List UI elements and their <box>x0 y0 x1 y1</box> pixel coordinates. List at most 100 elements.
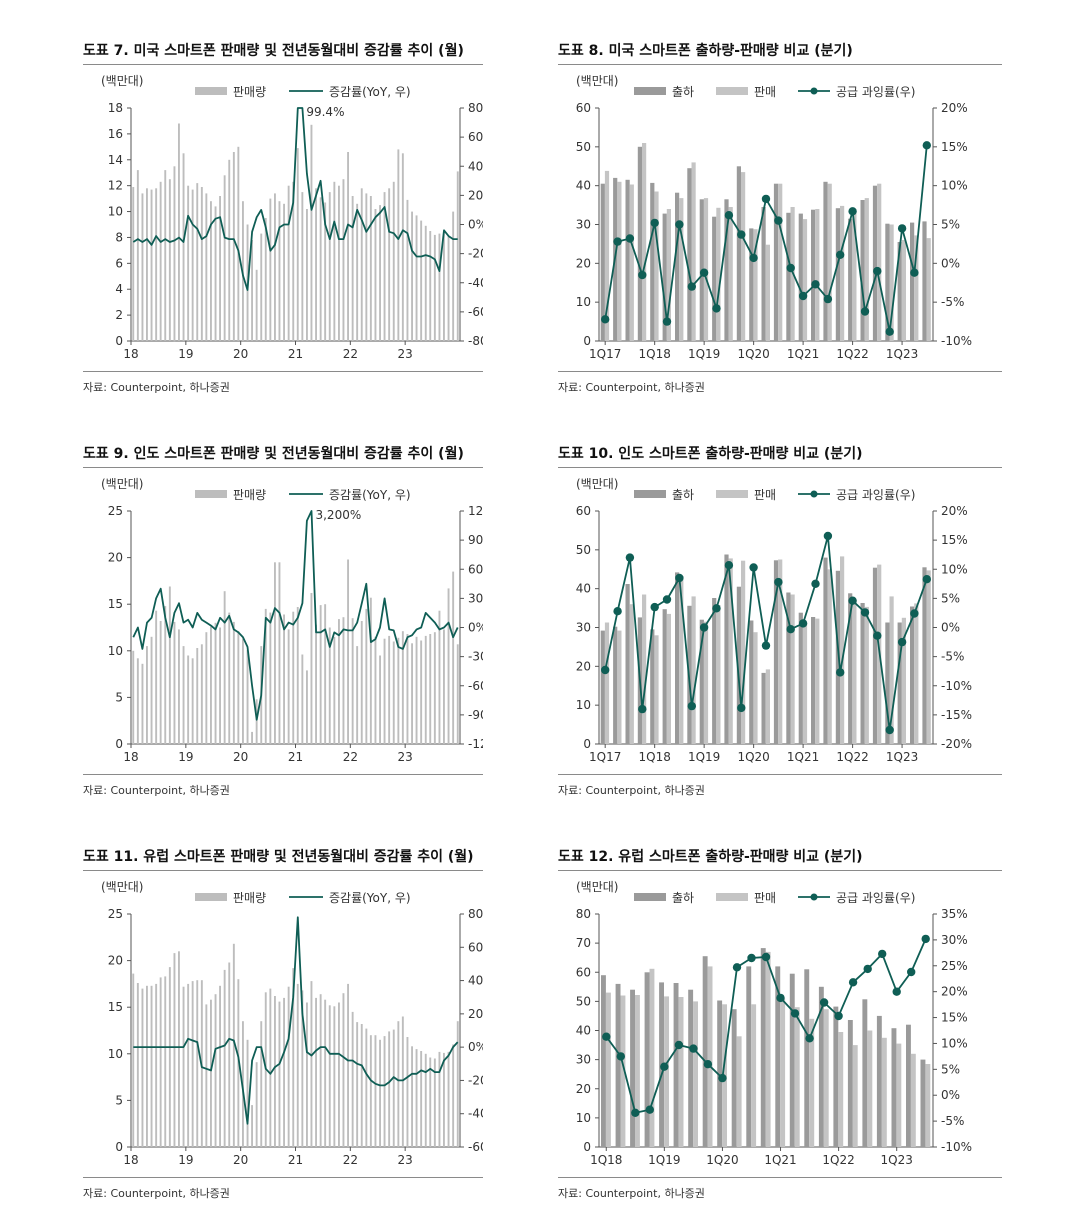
bar <box>811 617 816 744</box>
source-note: 자료: Counterpoint, 하나증권 <box>83 784 230 797</box>
bar <box>678 997 684 1147</box>
bar <box>773 560 779 744</box>
x-tick-label: 1Q23 <box>886 750 918 764</box>
bar <box>205 193 208 341</box>
legend-label-sales: 판매량 <box>233 85 266 99</box>
bar <box>159 181 162 341</box>
bar <box>827 569 832 745</box>
bar <box>794 1007 800 1147</box>
bar <box>379 1039 381 1147</box>
bar <box>753 229 758 341</box>
y-tick-label: 25 <box>108 504 123 518</box>
y2-tick-label: 0% <box>468 621 483 635</box>
line-point <box>836 250 845 259</box>
y2-tick-label: 40% <box>468 159 483 173</box>
y-tick-label: 18 <box>108 101 123 115</box>
bar <box>251 731 253 744</box>
bar <box>778 183 783 341</box>
bar <box>223 969 226 1147</box>
line-point <box>724 561 734 570</box>
bar <box>374 1035 377 1147</box>
line-point <box>703 1060 713 1069</box>
bar <box>191 658 194 744</box>
y2-tick-label: -60% <box>468 1140 483 1154</box>
bar <box>613 626 618 744</box>
legend-swatch-ship <box>634 893 666 901</box>
line-point <box>699 623 709 632</box>
line-point <box>907 967 916 977</box>
bar <box>662 609 667 744</box>
bar <box>815 209 820 341</box>
bar <box>456 644 459 744</box>
line-point <box>897 224 907 233</box>
line-point <box>674 1040 684 1050</box>
bar <box>292 181 295 341</box>
bar <box>823 557 828 744</box>
bar <box>860 200 865 341</box>
bar <box>388 188 391 341</box>
bar <box>324 999 327 1147</box>
line-point <box>675 220 684 229</box>
bar <box>392 1029 395 1147</box>
bar <box>688 989 694 1147</box>
line-point <box>687 282 696 291</box>
bar <box>617 630 622 744</box>
bar <box>319 994 322 1147</box>
bar <box>274 562 276 744</box>
legend-label-overship: 공급 과잉률(우) <box>836 85 915 99</box>
bar <box>301 192 304 341</box>
bar <box>833 1006 839 1147</box>
line-point <box>860 608 870 617</box>
y-tick-label: 50 <box>576 994 591 1008</box>
chart-title: 도표 8. 미국 스마트폰 출하량-판매량 비교 (분기) <box>558 43 853 59</box>
bar <box>629 184 634 341</box>
bar <box>319 605 322 744</box>
bar <box>301 990 304 1147</box>
bar <box>775 966 781 1147</box>
bar <box>443 1052 445 1147</box>
line-point <box>613 607 622 616</box>
y2-tick-label: -10% <box>941 334 972 348</box>
line-point <box>910 268 919 277</box>
bar <box>818 986 824 1147</box>
bar <box>347 983 349 1147</box>
x-tick-label: 1Q20 <box>737 750 769 764</box>
x-tick-label: 1Q22 <box>836 750 868 764</box>
bar <box>360 1024 363 1147</box>
y-tick-label: 10 <box>576 295 591 309</box>
y2-tick-label: -20% <box>941 737 972 751</box>
line-point <box>805 1034 814 1043</box>
bar <box>191 189 194 341</box>
bar <box>920 1059 926 1147</box>
bar <box>765 244 770 341</box>
y-tick-label: 10 <box>108 205 123 219</box>
x-tick-label: 1Q18 <box>638 347 670 361</box>
line-point <box>761 952 771 962</box>
bar <box>429 1057 432 1147</box>
y2-tick-label: 60% <box>468 562 483 576</box>
y-tick-label: 4 <box>115 282 123 296</box>
bar <box>274 996 276 1147</box>
legend-label-ship: 출하 <box>672 488 694 502</box>
bar <box>411 643 413 744</box>
y-tick-label: 20 <box>108 551 123 565</box>
bar <box>625 179 630 341</box>
bar <box>187 983 190 1147</box>
y2-tick-label: -60% <box>468 305 483 319</box>
bar <box>333 1006 336 1147</box>
legend-label-yoy: 증감률(YoY, 우) <box>329 891 411 905</box>
x-tick-label: 22 <box>343 1153 358 1167</box>
bar <box>746 966 752 1147</box>
bar <box>397 637 400 744</box>
bar <box>406 1037 409 1147</box>
bar <box>246 1039 249 1147</box>
bar <box>852 209 857 341</box>
bar <box>852 601 857 744</box>
bar <box>926 570 931 744</box>
bar <box>292 611 295 744</box>
peak-annotation: 3,200% <box>315 508 361 522</box>
bar <box>847 1020 853 1147</box>
y-tick-label: 70 <box>576 936 591 950</box>
x-tick-label: 1Q23 <box>881 1153 913 1167</box>
bar <box>223 175 226 341</box>
